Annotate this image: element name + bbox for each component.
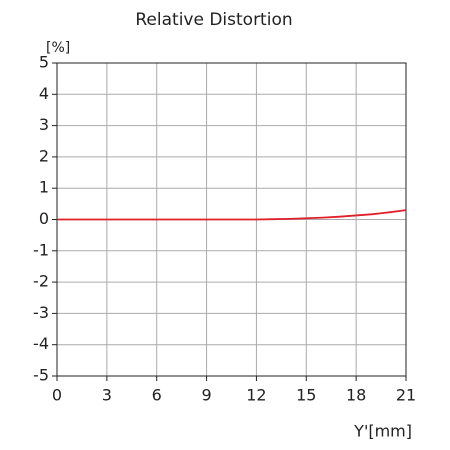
y-tick-label: -3	[33, 303, 49, 322]
x-axis-label: Y'[mm]	[353, 422, 412, 441]
x-tick-label: 15	[296, 386, 316, 405]
x-tick-label: 0	[52, 386, 62, 405]
y-tick-label: -5	[33, 366, 49, 385]
x-tick-label: 21	[396, 386, 416, 405]
y-tick-label: 3	[39, 115, 49, 134]
y-tick-label: 5	[39, 53, 49, 72]
y-tick-label: -2	[33, 272, 49, 291]
y-tick-label: 2	[39, 146, 49, 165]
x-tick-label: 6	[152, 386, 162, 405]
y-tick-label: -4	[33, 334, 49, 353]
y-tick-label: -1	[33, 240, 49, 259]
y-tick-label: 0	[39, 209, 49, 228]
x-tick-label: 18	[346, 386, 366, 405]
x-tick-label: 9	[201, 386, 211, 405]
y-tick-label: 1	[39, 178, 49, 197]
data-line	[57, 209, 407, 221]
x-tick-label: 3	[102, 386, 112, 405]
y-axis-label: [%]	[46, 40, 70, 56]
y-tick-label: 4	[39, 84, 49, 103]
x-tick-label: 12	[246, 386, 266, 405]
chart-title: Relative Distortion	[135, 10, 292, 30]
